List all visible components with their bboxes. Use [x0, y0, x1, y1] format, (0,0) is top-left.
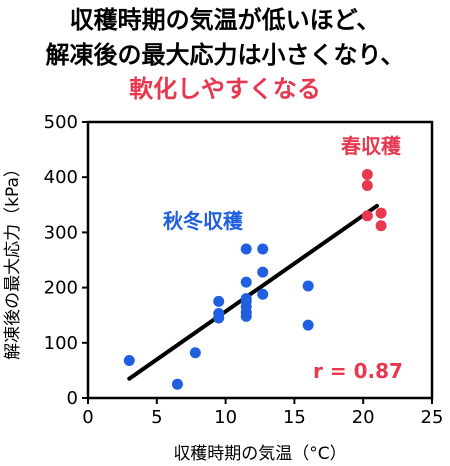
title-line-3: 軟化しやすくなる — [129, 75, 321, 103]
data-point-autumn-winter — [171, 378, 183, 390]
series-label-spring: 春収穫 — [340, 134, 402, 158]
y-tick-label: 0 — [67, 388, 78, 409]
data-point-autumn-winter — [189, 347, 201, 359]
x-tick-label: 5 — [151, 407, 162, 428]
x-tick-label: 0 — [82, 407, 93, 428]
y-tick-label: 200 — [44, 278, 78, 299]
data-point-autumn-winter — [240, 310, 252, 322]
tick-labels: 0 5 10 15 20 25 0 100 200 300 400 500 — [44, 112, 444, 428]
data-point-autumn-winter — [240, 276, 252, 288]
y-tick-label: 300 — [44, 222, 78, 243]
data-point-spring — [375, 220, 387, 232]
correlation-annotation: r = 0.87 — [313, 359, 403, 383]
x-tick-label: 25 — [421, 407, 444, 428]
y-tick-label: 400 — [44, 167, 78, 188]
y-tick-label: 500 — [44, 112, 78, 133]
title-line-1: 収穫時期の気温が低いほど、 — [69, 6, 381, 34]
data-point-autumn-winter — [302, 319, 314, 331]
x-tick-label: 15 — [283, 407, 306, 428]
axes — [86, 120, 434, 400]
data-point-spring — [361, 179, 373, 191]
x-tick-label: 20 — [352, 407, 375, 428]
series-label-autumn-winter: 秋冬収穫 — [163, 209, 244, 233]
data-point-autumn-winter — [213, 312, 225, 324]
y-tick-label: 100 — [44, 333, 78, 354]
data-point-autumn-winter — [257, 266, 269, 278]
data-point-autumn-winter — [302, 280, 314, 292]
y-axis-label: 解凍後の最大応力（kPa） — [3, 160, 23, 360]
data-point-autumn-winter — [123, 354, 135, 366]
data-point-autumn-winter — [240, 243, 252, 255]
chart-labels: 収穫時期の気温（°C） 解凍後の最大応力（kPa） 秋冬収穫 春収穫 r = 0… — [3, 134, 403, 464]
x-tick-label: 10 — [214, 407, 237, 428]
trendline — [127, 203, 379, 381]
data-point-autumn-winter — [257, 243, 269, 255]
data-points — [123, 168, 387, 390]
trendline-group — [127, 203, 379, 381]
data-point-spring — [375, 207, 387, 219]
title-line-2: 解凍後の最大応力は小さくなり、 — [45, 41, 405, 69]
x-axis-label: 収穫時期の気温（°C） — [173, 444, 346, 464]
data-point-spring — [361, 168, 373, 180]
data-point-autumn-winter — [213, 295, 225, 307]
plot-frame — [86, 120, 434, 400]
data-point-autumn-winter — [257, 288, 269, 300]
data-point-spring — [361, 210, 373, 222]
